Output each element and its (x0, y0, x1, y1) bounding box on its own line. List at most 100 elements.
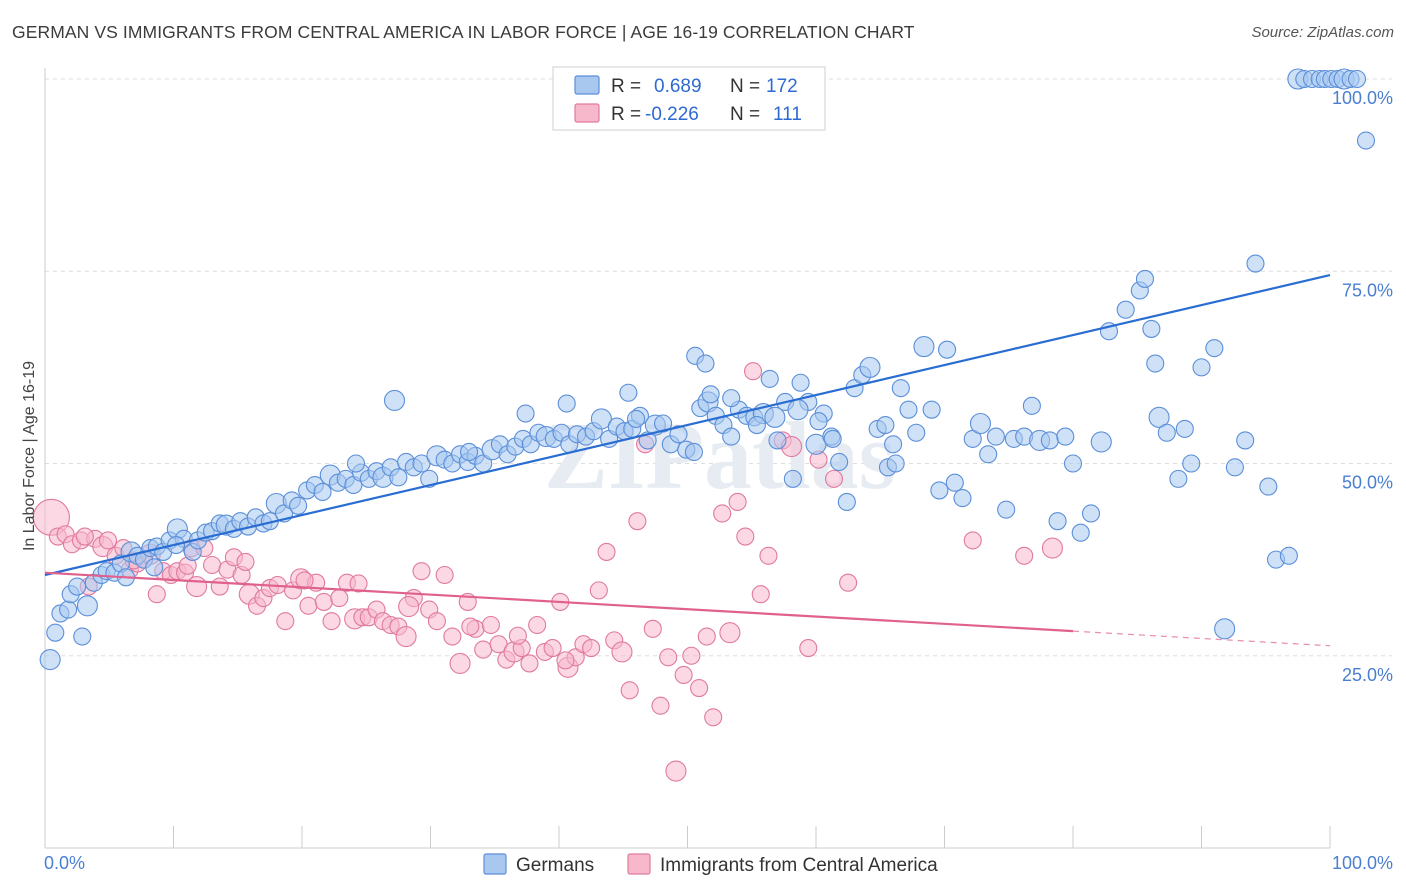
germans-point-114 (876, 415, 895, 435)
germans-point-182 (764, 406, 786, 428)
trend-lines (44, 274, 1331, 647)
legend-box: R = 0.689 N = 172 R = -0.226 N = 111 (552, 66, 826, 131)
germans-point-137 (1063, 454, 1083, 473)
immigrants-point-111 (349, 574, 368, 593)
legend-swatch-germans (574, 75, 600, 95)
immigrants-point-102 (839, 573, 858, 592)
tick-labels: 25.0% 50.0% 75.0% 100.0% 0.0% 100.0% (44, 88, 1393, 873)
legend-swatch-immigrants (574, 103, 600, 123)
y-axis-label: In Labor Force | Age 16-19 (21, 361, 38, 551)
germans-point-147 (1148, 406, 1170, 428)
germans-point-136 (1056, 427, 1075, 446)
germans-point-100 (768, 431, 787, 450)
immigrants-point-68 (543, 639, 562, 658)
germans-point-155 (1225, 458, 1244, 477)
immigrants-point-93 (736, 527, 755, 546)
germans-point-178 (346, 454, 366, 473)
immigrants-point-112 (398, 595, 420, 618)
germans-trend-line (44, 274, 1331, 577)
germans-point-118 (907, 423, 926, 442)
axes (44, 68, 1331, 849)
bottom-legend-label-germans: Germans (516, 855, 594, 876)
germans-point-5 (68, 577, 87, 596)
germans-point-134 (1040, 431, 1059, 450)
immigrants-point-89 (704, 708, 723, 727)
immigrants-point-96 (759, 546, 778, 565)
germans-point-154 (1214, 618, 1236, 640)
germans-point-112 (859, 356, 881, 378)
germans-point-129 (997, 500, 1016, 519)
germans-point-145 (1142, 319, 1161, 338)
immigrants-point-105 (1041, 537, 1063, 559)
germans-point-146 (1146, 354, 1165, 373)
germans-point-128 (986, 427, 1005, 446)
germans-point-184 (557, 394, 576, 413)
legend-n-value-immigrants: 111 (773, 104, 802, 125)
germans-point-142 (1116, 300, 1135, 319)
immigrants-point-115 (556, 651, 575, 670)
immigrants-point-78 (620, 681, 639, 700)
immigrants-point-101 (824, 469, 844, 488)
legend-n-value-germans: 172 (766, 76, 798, 97)
bottom-legend-label-immigrants: Immigrants from Central America (660, 855, 938, 876)
immigrants-point-110 (295, 571, 314, 590)
germans-point-177 (459, 442, 479, 462)
germans-point-153 (1205, 339, 1224, 358)
germans-point-149 (1169, 469, 1188, 488)
germans-point-172 (516, 404, 535, 423)
bottom-legend-swatch-immigrants (627, 853, 651, 875)
immigrants-point-91 (719, 622, 741, 644)
legend-r-label-immigrants: R = (611, 104, 641, 125)
immigrants-point-87 (690, 678, 709, 698)
germans-point-158 (1259, 477, 1278, 496)
immigrants-point-113 (461, 617, 480, 636)
germans-point-41 (313, 482, 332, 502)
germans-point-185 (619, 383, 638, 402)
germans-point-132 (1022, 396, 1041, 415)
immigrants-point-15 (147, 585, 166, 604)
germans-point-150 (1175, 419, 1194, 438)
legend-r-value-immigrants: -0.226 (645, 104, 699, 125)
immigrants-point-90 (713, 504, 732, 523)
germans-point-94 (722, 427, 741, 446)
germans-point-77 (590, 408, 612, 430)
germans-point-116 (891, 379, 910, 398)
immigrants-point-85 (674, 665, 693, 685)
y-tick-label-25: 25.0% (1342, 665, 1393, 685)
germans-point-186 (809, 412, 828, 431)
immigrants-point-55 (443, 627, 462, 646)
germans-point-87 (669, 425, 688, 444)
germans-point-179 (747, 415, 766, 435)
immigrants-point-106 (75, 527, 94, 546)
immigrants-trend-extension (1072, 630, 1331, 647)
immigrants-point-39 (322, 612, 341, 631)
immigrants-point-73 (582, 639, 601, 658)
immigrants-point-40 (330, 589, 349, 608)
immigrants-point-99 (799, 639, 818, 658)
immigrants-point-38 (314, 592, 333, 611)
immigrants-point-84 (665, 760, 687, 782)
immigrants-point-65 (520, 654, 539, 673)
source-label: Source: ZipAtlas.com (1251, 24, 1394, 41)
immigrants-point-95 (751, 585, 770, 604)
immigrants-point-81 (643, 619, 662, 638)
immigrants-point-53 (427, 612, 446, 631)
germans-point-140 (1090, 431, 1112, 453)
immigrants-point-86 (682, 646, 701, 665)
immigrants-point-103 (963, 531, 982, 550)
germans-point-173 (145, 558, 164, 577)
germans-point-117 (899, 400, 918, 419)
germans-point-6 (73, 627, 92, 646)
germans-point-176 (627, 409, 646, 428)
germans-point-188 (722, 389, 741, 408)
germans-point-156 (1236, 431, 1255, 450)
immigrants-point-79 (628, 512, 647, 531)
germans-point-183 (886, 454, 905, 473)
germans-point-189 (787, 399, 809, 421)
bottom-legend-swatch-germans (483, 853, 507, 875)
immigrants-point-88 (697, 627, 716, 646)
immigrants-point-36 (299, 596, 318, 615)
germans-point-122 (938, 340, 957, 359)
germans-point-38 (289, 496, 308, 515)
